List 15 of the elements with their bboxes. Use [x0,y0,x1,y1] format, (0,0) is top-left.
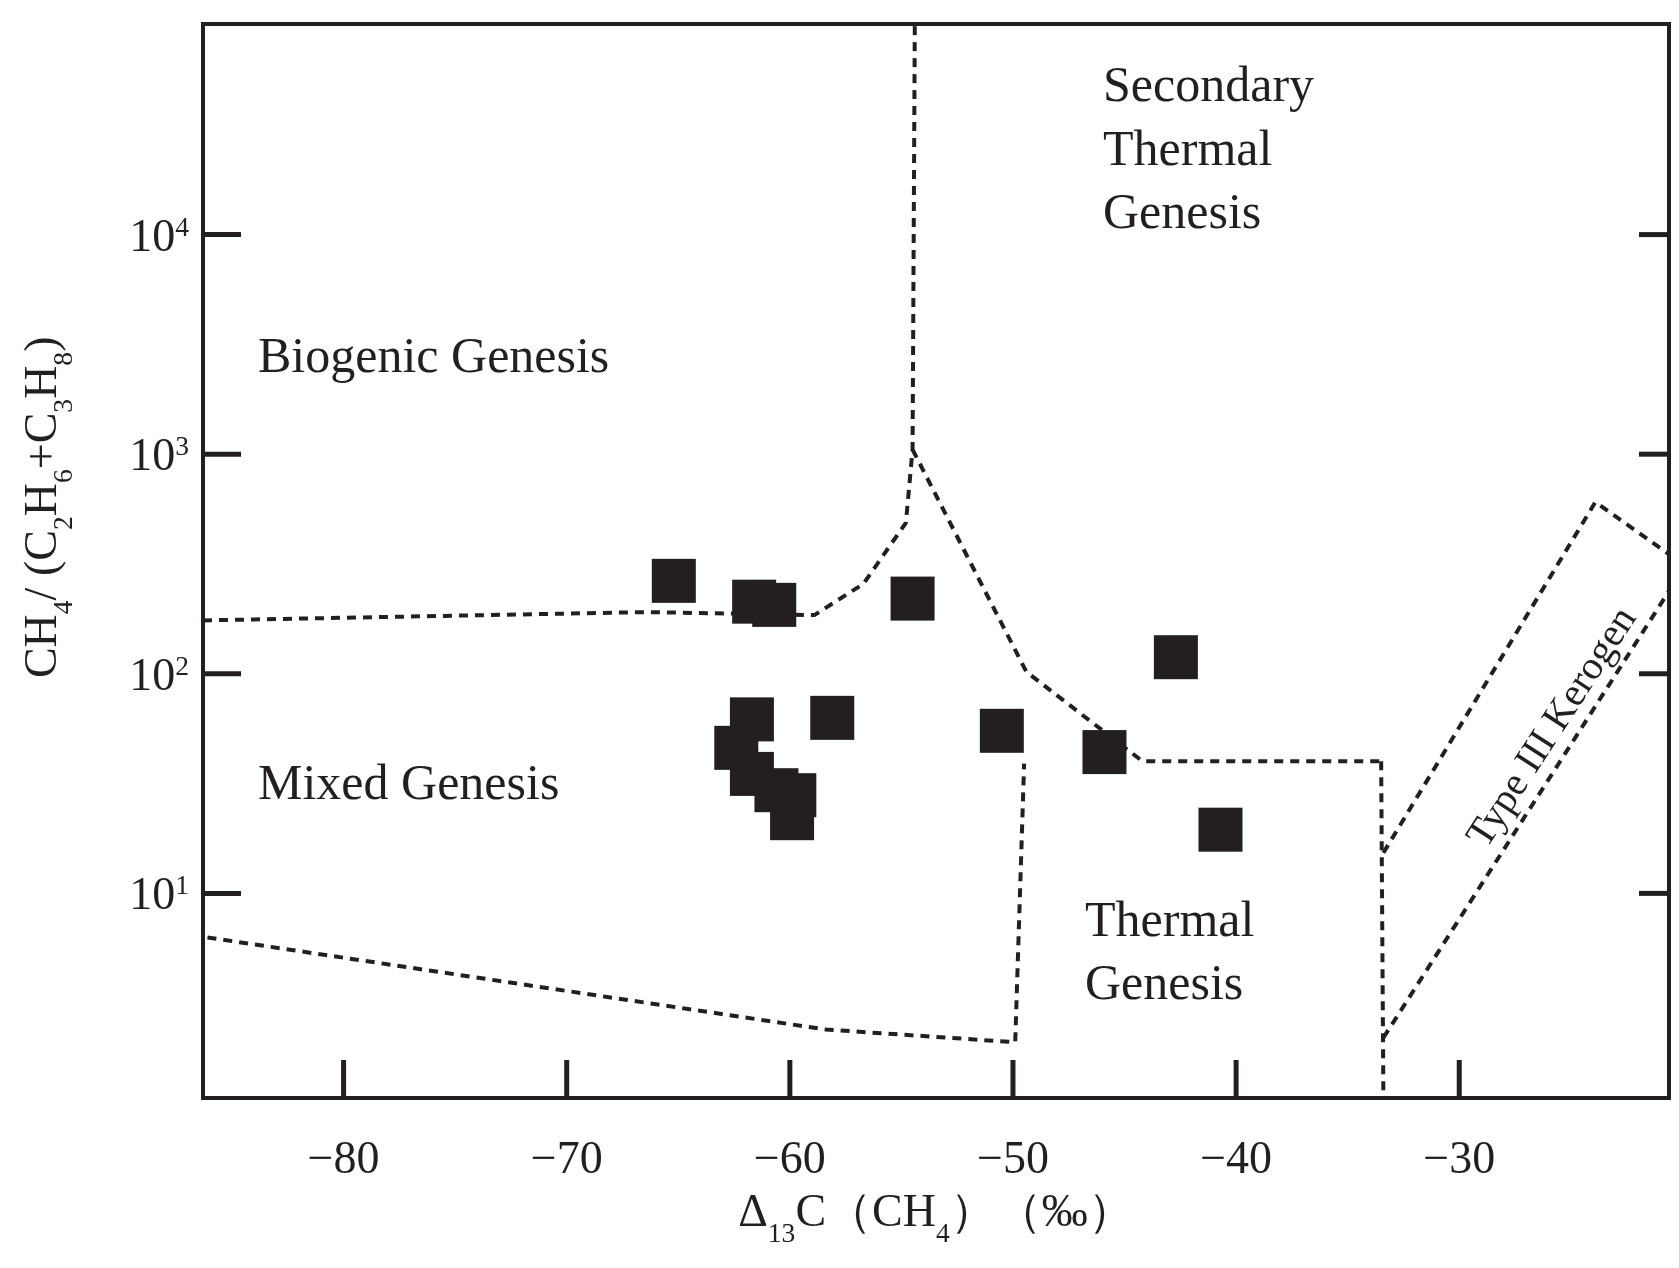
y-tick-label: 10$^{1}$ [129,868,189,920]
annotation: Secondary Thermal Genesis [1103,56,1315,239]
annotation: Thermal Genesis [1085,890,1255,1011]
x-tick-label: −80 [307,1132,380,1183]
x-axis-title: Δ$_{13}$C（CH$_{4}$）（‰） [738,1185,1134,1248]
x-tick-label: −60 [753,1132,826,1183]
y-tick-label: 10$^{4}$ [129,209,190,261]
x-tick-label: −50 [977,1132,1049,1183]
x-tick-label: −30 [1423,1132,1496,1183]
y-tick-label: 10$^{2}$ [129,648,189,700]
y-tick-label: 10$^{3}$ [129,429,189,481]
x-tick-label: −40 [1200,1132,1273,1183]
annotation: Mixed Genesis [258,753,560,810]
annotation: Biogenic Genesis [258,326,610,383]
x-tick-label: −70 [530,1132,603,1183]
